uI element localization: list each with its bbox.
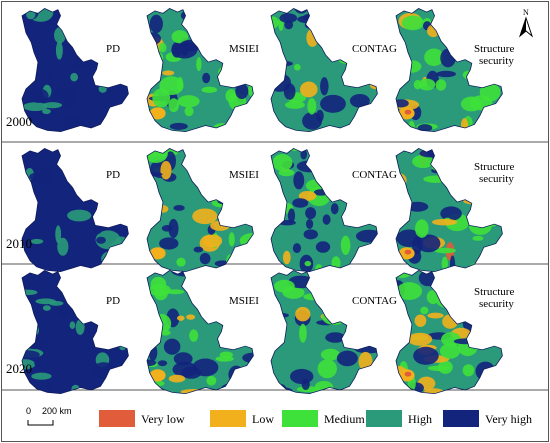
map-panel-contag-2000 <box>270 7 379 133</box>
map-panel-contag-2020 <box>270 269 379 395</box>
panel-title-contag: CONTAG <box>352 43 397 55</box>
panel-titles: PD MSIEI CONTAG Structure security PD MS… <box>106 43 514 310</box>
legend-label-medium: Medium <box>324 412 365 426</box>
panel-title-structure-line1: Structure <box>474 161 514 173</box>
panel-title-structure-line2: security <box>479 173 514 185</box>
panel-title-structure-line1: Structure <box>474 286 514 298</box>
year-label-2000: 2000 <box>6 114 32 129</box>
panel-title-structure-line2: security <box>479 55 514 67</box>
legend-swatch-high <box>366 410 402 427</box>
north-arrow-label: N <box>523 8 529 17</box>
legend-label-very-low: Very low <box>141 412 185 426</box>
map-panel-pd-2020 <box>21 269 130 395</box>
north-arrow: N <box>518 8 534 38</box>
year-label-2010: 2010 <box>6 236 32 251</box>
scale-bar: 0 200 km <box>26 406 72 426</box>
legend-label-low: Low <box>252 412 274 426</box>
map-panel-msiei-2020 <box>146 269 255 395</box>
map-grid <box>21 7 504 395</box>
panel-title-pd: PD <box>106 169 120 181</box>
legend-swatch-medium <box>282 410 318 427</box>
panel-title-msiei: MSIEI <box>229 295 259 307</box>
map-panel-msiei-2010 <box>146 147 255 273</box>
panel-title-structure-line1: Structure <box>474 43 514 55</box>
legend-label-very-high: Very high <box>485 412 532 426</box>
panel-title-contag: CONTAG <box>352 169 397 181</box>
scale-bar-distance: 200 km <box>42 406 72 416</box>
legend-label-high: High <box>408 412 432 426</box>
legend: Very low Low Medium High Very high <box>99 410 532 427</box>
map-panel-structure-security-2000 <box>395 7 504 133</box>
legend-swatch-very-low <box>99 410 135 427</box>
scale-bar-zero: 0 <box>26 406 31 416</box>
map-panel-contag-2010 <box>270 147 379 273</box>
panel-title-pd: PD <box>106 43 120 55</box>
panel-title-contag: CONTAG <box>352 295 397 307</box>
panel-title-pd: PD <box>106 295 120 307</box>
panel-title-msiei: MSIEI <box>229 169 259 181</box>
year-label-2020: 2020 <box>6 361 32 376</box>
legend-swatch-low <box>210 410 246 427</box>
map-panel-structure-security-2020 <box>395 269 504 395</box>
scale-bar-line <box>27 420 54 426</box>
panel-title-msiei: MSIEI <box>229 43 259 55</box>
map-panel-pd-2010 <box>21 147 130 273</box>
legend-swatch-very-high <box>443 410 479 427</box>
panel-title-structure-line2: security <box>479 298 514 310</box>
map-panel-msiei-2000 <box>146 7 255 133</box>
